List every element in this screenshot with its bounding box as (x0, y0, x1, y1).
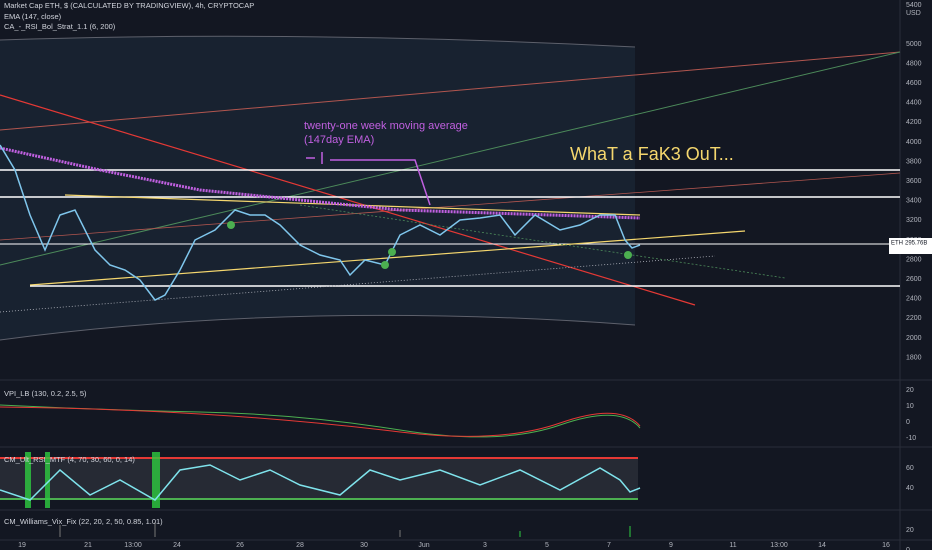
last-price: 295.76B (905, 241, 927, 247)
price-tick-label: 4600 (906, 80, 922, 87)
time-tick-label: 13:00 (770, 542, 788, 549)
price-tick-label: 5000 (906, 41, 922, 48)
study-label: CA_-_RSI_Bol_Strat_1.1 (6, 200) (4, 22, 116, 31)
pane-title: CM_Williams_Vix_Fix (22, 20, 2, 50, 0.85… (4, 517, 163, 526)
time-tick-label: 19 (18, 542, 26, 549)
band-bottom (0, 314, 636, 341)
vpi-signal (0, 406, 641, 437)
price-tick-label: 2000 (906, 335, 922, 342)
last-price-box (889, 238, 932, 254)
time-tick-label: 3 (483, 542, 487, 549)
price-tick-label: 2200 (906, 315, 922, 322)
price-tick-label: 4200 (906, 119, 922, 126)
time-tick-label: 14 (818, 542, 826, 549)
time-tick-label: 24 (173, 542, 181, 549)
price-tick-label: 2800 (906, 256, 922, 263)
rsi-line (0, 464, 641, 501)
price-tick-label: 2600 (906, 276, 922, 283)
price-tick-label: 4800 (906, 60, 922, 67)
price-tick-label: 3200 (906, 217, 922, 224)
vix-bars (59, 522, 631, 537)
price-tick-label: 2400 (906, 296, 922, 303)
time-tick-label: 7 (607, 542, 611, 549)
price-tick-label: 3400 (906, 198, 922, 205)
rsi-band (0, 458, 638, 500)
time-tick-label: 9 (669, 542, 673, 549)
rsi-highlights (25, 452, 160, 508)
pane-title: CM_Ult_RSI_MTF (4, 70, 30, 60, 0, 14) (4, 455, 135, 464)
study-label: EMA (147, close) (4, 12, 62, 21)
price-tick-label: 5400 (906, 2, 922, 9)
callout: WhaT a FaK3 OuT... (570, 144, 734, 164)
price-tick-label: 3600 (906, 178, 922, 185)
pane-title: VPI_LB (130, 0.2, 2.5, 5) (4, 389, 87, 398)
time-tick-label: Jun (418, 542, 429, 549)
pane-tick-label: 0 (906, 547, 910, 550)
drawings (0, 51, 901, 313)
time-tick-label: 5 (545, 542, 549, 549)
band-top (0, 35, 636, 48)
annotation: twenty-one week moving average (304, 120, 468, 132)
band-fill (0, 36, 635, 340)
pane-labels: VPI_LB (130, 0.2, 2.5, 5) 20 10 0 -10 CM_Ult_… (4, 387, 916, 550)
annotation: (147day EMA) (304, 134, 374, 146)
price-tick-label: 3800 (906, 158, 922, 165)
pane-tick-label: -10 (906, 435, 916, 442)
time-tick-label: 28 (296, 542, 304, 549)
pane-tick-label: 20 (906, 387, 914, 394)
pane-tick-label: 10 (906, 403, 914, 410)
last-symbol: ETH (891, 241, 903, 247)
time-tick-label: 26 (236, 542, 244, 549)
pane-tick-label: 20 (906, 527, 914, 534)
pane-tick-label: 0 (906, 419, 910, 426)
pane-tick-label: 40 (906, 485, 914, 492)
pane-tick-label: 60 (906, 465, 914, 472)
symbol-title: Market Cap ETH, $ (CALCULATED BY TRADING… (4, 1, 254, 10)
time-tick-label: 21 (84, 542, 92, 549)
time-tick-label: 16 (882, 542, 890, 549)
price-tick-label: 1800 (906, 354, 922, 361)
time-tick-label: 13:00 (124, 542, 142, 549)
price-tick-label: 4000 (906, 139, 922, 146)
time-tick-label: 11 (729, 542, 736, 549)
currency: USD (906, 10, 921, 17)
price-tick-label: 4400 (906, 100, 922, 107)
time-tick-label: 30 (360, 542, 368, 549)
time-axis: 19 21 13:00 24 26 28 30 Jun 3 5 7 9 11 13:00 14 16 (18, 542, 890, 549)
